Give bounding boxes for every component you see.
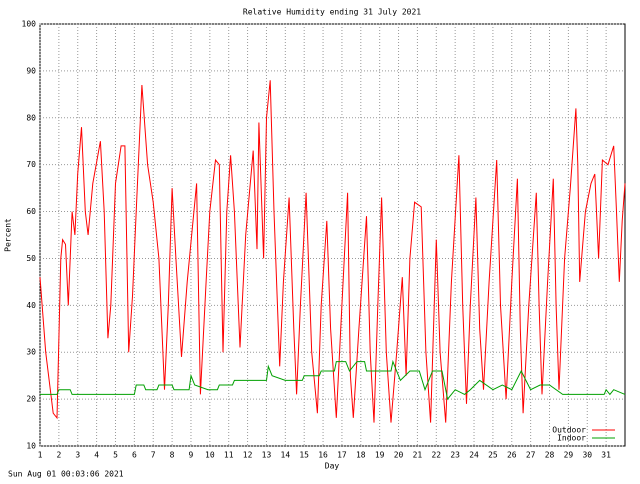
x-tick-label: 20 — [394, 451, 404, 460]
x-tick-label: 25 — [488, 451, 498, 460]
x-tick-label: 18 — [356, 451, 366, 460]
y-tick-label: 90 — [26, 66, 36, 75]
x-tick-label: 30 — [582, 451, 592, 460]
x-tick-label: 1 — [38, 451, 43, 460]
x-tick-label: 6 — [132, 451, 137, 460]
series-line — [40, 359, 626, 401]
legend-label: Indoor — [557, 434, 586, 443]
x-tick-label: 23 — [450, 451, 460, 460]
series-line — [39, 80, 626, 423]
x-tick-label: 8 — [170, 451, 175, 460]
y-tick-label: 50 — [26, 254, 36, 263]
x-tick-label: 22 — [431, 451, 441, 460]
x-tick-label: 10 — [205, 451, 215, 460]
x-tick-label: 12 — [243, 451, 253, 460]
x-tick-label: 13 — [262, 451, 272, 460]
y-tick-label: 10 — [26, 442, 36, 451]
chart-title: Relative Humidity ending 31 July 2021 — [243, 8, 421, 17]
x-tick-label: 14 — [281, 451, 291, 460]
legend-label: Outdoor — [552, 426, 586, 435]
x-tick-label: 7 — [151, 451, 156, 460]
x-tick-label: 29 — [564, 451, 574, 460]
x-tick-label: 4 — [94, 451, 99, 460]
x-tick-label: 19 — [375, 451, 385, 460]
x-tick-label: 11 — [224, 451, 234, 460]
x-tick-label: 21 — [413, 451, 423, 460]
x-tick-label: 16 — [318, 451, 328, 460]
x-tick-label: 15 — [299, 451, 309, 460]
x-tick-label: 5 — [113, 451, 118, 460]
x-tick-label: 9 — [189, 451, 194, 460]
x-tick-label: 3 — [75, 451, 80, 460]
y-axis-label: Percent — [4, 218, 13, 252]
x-tick-label: 31 — [601, 451, 611, 460]
x-tick-label: 27 — [526, 451, 536, 460]
x-tick-label: 26 — [507, 451, 517, 460]
x-tick-label: 24 — [469, 451, 479, 460]
y-tick-label: 100 — [22, 20, 37, 29]
footnote: Sun Aug 01 00:03:06 2021 — [8, 470, 124, 479]
y-tick-label: 80 — [26, 113, 36, 122]
x-tick-label: 28 — [545, 451, 555, 460]
y-tick-label: 20 — [26, 395, 36, 404]
y-tick-label: 70 — [26, 160, 36, 169]
x-axis-label: Day — [325, 462, 340, 471]
y-tick-label: 30 — [26, 348, 36, 357]
x-tick-label: 17 — [337, 451, 347, 460]
x-tick-label: 2 — [56, 451, 61, 460]
y-tick-label: 40 — [26, 301, 36, 310]
y-tick-label: 60 — [26, 207, 36, 216]
